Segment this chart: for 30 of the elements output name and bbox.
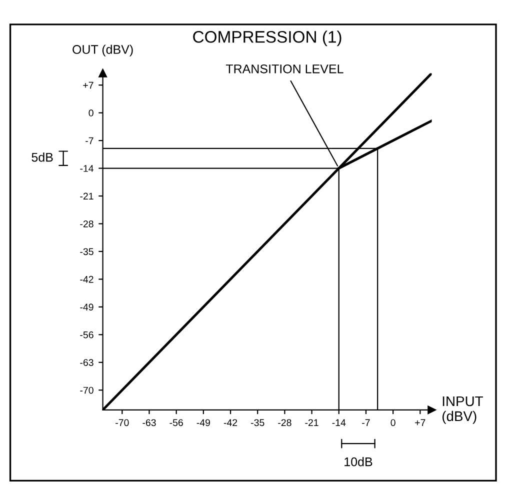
y-tick-label: -70 (80, 386, 94, 394)
x-tick-label: -63 (142, 419, 156, 426)
y-tick-label: -49 (80, 304, 94, 311)
y-tick-label: -28 (80, 220, 94, 228)
chart-title: COMPRESSION (1) (193, 30, 342, 46)
y-tick-label: +7 (83, 82, 94, 89)
x-axis-title: INPUT (dBV) (442, 396, 483, 424)
y-tick-label: -7 (86, 137, 94, 144)
y-tick-label: -21 (80, 192, 94, 200)
x-tick-label: +7 (415, 419, 426, 426)
y-tick-label: -63 (80, 359, 94, 366)
x-tick-label: -28 (278, 419, 292, 426)
text: 10dB (344, 457, 372, 466)
y-tick-label: 0 (88, 110, 94, 116)
y-tick-label: -35 (80, 248, 94, 256)
text: 5dB (32, 152, 53, 162)
y-tick-label: -42 (80, 276, 94, 283)
y-axis-title: OUT (dBV) (72, 44, 133, 56)
annotation: TRANSITION LEVEL (226, 64, 344, 74)
x-tick-label: -70 (116, 419, 129, 426)
x-tick-label: -14 (332, 419, 346, 426)
y-tick-label: -56 (80, 331, 94, 338)
x-tick-label: -7 (362, 419, 370, 426)
x-tick-label: 0 (390, 419, 396, 426)
x-tick-label: -56 (170, 419, 183, 426)
x-tick-label: -21 (305, 419, 318, 426)
y-tick-label: -14 (80, 165, 94, 172)
x-tick-label: -42 (224, 419, 238, 426)
x-tick-label: -35 (251, 419, 264, 426)
x-tick-label: -49 (196, 419, 210, 426)
